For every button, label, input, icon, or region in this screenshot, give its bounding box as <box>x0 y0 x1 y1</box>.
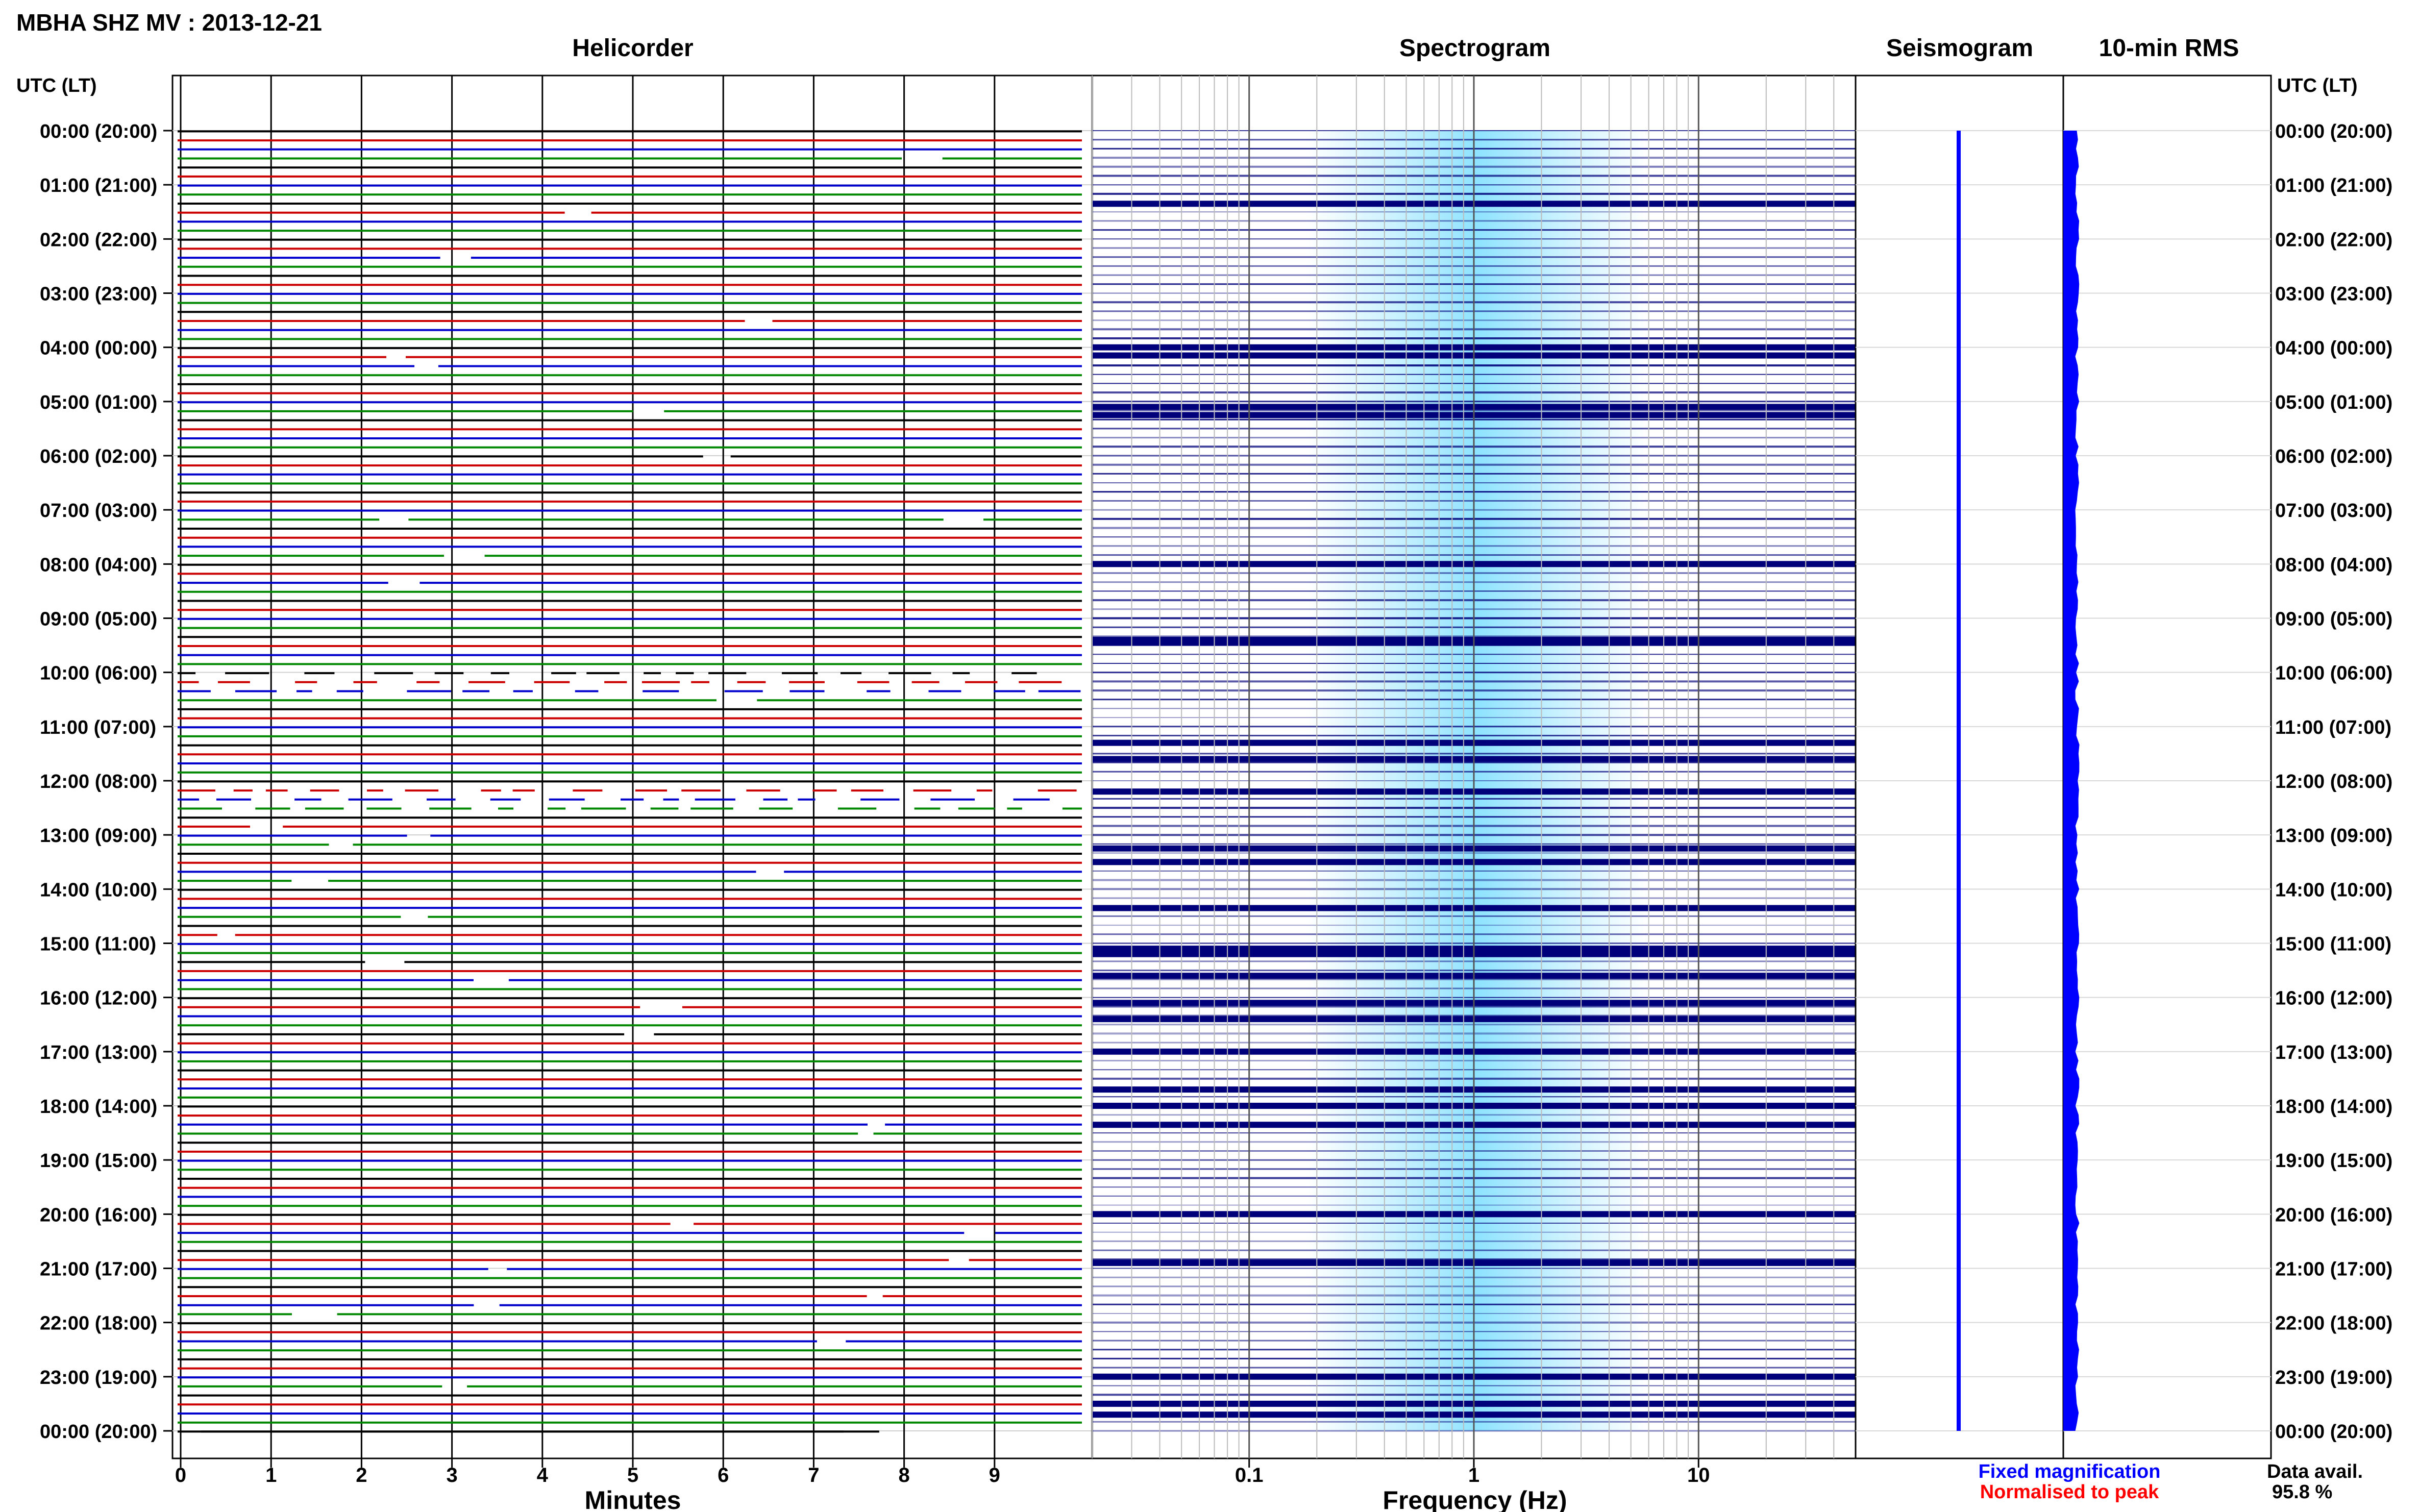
time-tick-label-left: 15:00 (11:00) <box>40 934 156 955</box>
time-tick-label-right: 18:00 (14:00) <box>2275 1096 2392 1118</box>
time-tick-label-right: 00:00 (20:00) <box>2275 121 2392 142</box>
time-tick-label-right: 04:00 (00:00) <box>2275 338 2392 359</box>
time-tick-label-left: 05:00 (01:00) <box>40 392 157 413</box>
helicorder-x-tick-label: 3 <box>446 1464 457 1486</box>
time-tick-label-left: 06:00 (02:00) <box>40 446 157 467</box>
time-tick-label-right: 20:00 (16:00) <box>2275 1204 2392 1226</box>
data-availability-label: Data avail. <box>2267 1461 2363 1482</box>
time-tick-label-left: 17:00 (13:00) <box>40 1042 157 1063</box>
rms-panel <box>2062 75 2272 1459</box>
spectrogram-x-tick-label: 0.1 <box>1235 1464 1264 1486</box>
spectrogram-x-axis-label: Frequency (Hz) <box>1383 1486 1567 1512</box>
time-axis-label-left: UTC (LT) <box>16 75 97 96</box>
time-tick-label-left: 11:00 (07:00) <box>40 717 156 738</box>
seismogram-panel <box>1855 75 2064 1459</box>
time-tick-label-left: 03:00 (23:00) <box>40 284 157 305</box>
spectrogram-panel <box>1091 75 1857 1459</box>
rms-level-area <box>2063 131 2080 1431</box>
time-tick-label-right: 11:00 (07:00) <box>2275 717 2391 738</box>
time-tick-labels: 00:00 (20:00) 00:00 (20:00) 01:00 (21:00) 0… <box>40 121 2392 1443</box>
time-tick-label-right: 00:00 (20:00) <box>2275 1421 2392 1443</box>
time-tick-label-right: 01:00 (21:00) <box>2275 175 2392 196</box>
helicorder-x-tick-label: 5 <box>627 1464 638 1486</box>
time-tick-label-left: 08:00 (04:00) <box>40 554 157 576</box>
time-tick-label-right: 17:00 (13:00) <box>2275 1042 2392 1063</box>
spectrogram-title: Spectrogram <box>1399 35 1550 62</box>
time-tick-label-right: 12:00 (08:00) <box>2275 771 2392 792</box>
time-tick-label-left: 14:00 (10:00) <box>40 879 157 901</box>
time-axis-label-right: UTC (LT) <box>2277 75 2358 96</box>
rms-frame <box>2062 75 2272 1459</box>
time-tick-label-right: 22:00 (18:00) <box>2275 1313 2392 1334</box>
time-tick-label-left: 22:00 (18:00) <box>40 1313 157 1334</box>
legend-normalised-to-peak: Normalised to peak <box>1980 1481 2159 1503</box>
time-tick-label-left: 10:00 (06:00) <box>40 663 157 684</box>
time-tick-label-left: 12:00 (08:00) <box>40 771 157 792</box>
time-tick-label-right: 19:00 (15:00) <box>2275 1150 2392 1172</box>
time-tick-label-right: 03:00 (23:00) <box>2275 284 2392 305</box>
time-tick-label-right: 15:00 (11:00) <box>2275 934 2391 955</box>
time-tick-label-left: 02:00 (22:00) <box>40 229 157 251</box>
spectrogram-x-tick-label: 10 <box>1687 1464 1710 1486</box>
helicorder-title: Helicorder <box>572 35 693 62</box>
helicorder-x-tick-label: 7 <box>808 1464 819 1486</box>
legend-fixed-magnification: Fixed magnification <box>1979 1461 2161 1482</box>
time-tick-label-left: 00:00 (20:00) <box>40 121 157 142</box>
time-tick-label-left: 20:00 (16:00) <box>40 1204 157 1226</box>
time-tick-label-right: 09:00 (05:00) <box>2275 609 2392 630</box>
helicorder-panel <box>163 75 1093 1459</box>
time-tick-label-right: 21:00 (17:00) <box>2275 1259 2392 1280</box>
helicorder-x-tick-label: 4 <box>537 1464 549 1486</box>
helicorder-x-tick-label: 1 <box>265 1464 277 1486</box>
time-tick-label-right: 08:00 (04:00) <box>2275 554 2392 576</box>
time-tick-label-left: 01:00 (21:00) <box>40 175 157 196</box>
time-tick-label-right: 14:00 (10:00) <box>2275 879 2392 901</box>
time-tick-label-right: 05:00 (01:00) <box>2275 392 2392 413</box>
time-tick-label-left: 19:00 (15:00) <box>40 1150 157 1172</box>
time-tick-label-left: 04:00 (00:00) <box>40 338 157 359</box>
helicorder-x-tick-label: 8 <box>898 1464 909 1486</box>
time-tick-label-left: 07:00 (03:00) <box>40 500 157 522</box>
time-tick-label-left: 13:00 (09:00) <box>40 825 157 847</box>
rms-title: 10-min RMS <box>2099 35 2239 62</box>
time-tick-label-right: 06:00 (02:00) <box>2275 446 2392 467</box>
time-tick-label-right: 07:00 (03:00) <box>2275 500 2392 522</box>
seismogram-title: Seismogram <box>1886 35 2033 62</box>
time-tick-label-right: 16:00 (12:00) <box>2275 988 2392 1009</box>
helicorder-x-tick-label: 9 <box>989 1464 1000 1486</box>
helicorder-x-tick-label: 6 <box>718 1464 729 1486</box>
time-tick-label-left: 00:00 (20:00) <box>40 1421 157 1443</box>
helicorder-x-tick-label: 0 <box>175 1464 186 1486</box>
helicorder-x-axis-label: Minutes <box>585 1486 681 1512</box>
x-tick-labels: 0 1 2 3 4 5 6 7 8 9 0.1 1 10 <box>175 1458 1710 1486</box>
spectrogram-x-tick-label: 1 <box>1468 1464 1479 1486</box>
time-tick-label-left: 23:00 (19:00) <box>40 1367 157 1389</box>
time-tick-label-left: 21:00 (17:00) <box>40 1259 157 1280</box>
time-tick-label-right: 13:00 (09:00) <box>2275 825 2392 847</box>
helicorder-x-tick-label: 2 <box>356 1464 367 1486</box>
data-availability-value: 95.8 % <box>2272 1481 2332 1503</box>
time-tick-label-right: 23:00 (19:00) <box>2275 1367 2392 1389</box>
time-tick-label-right: 02:00 (22:00) <box>2275 229 2392 251</box>
time-tick-label-left: 09:00 (05:00) <box>40 609 157 630</box>
figure-title: MBHA SHZ MV : 2013-12-21 <box>16 9 322 36</box>
time-tick-label-left: 18:00 (14:00) <box>40 1096 157 1118</box>
time-tick-label-right: 10:00 (06:00) <box>2275 663 2392 684</box>
time-tick-label-left: 16:00 (12:00) <box>40 988 157 1009</box>
